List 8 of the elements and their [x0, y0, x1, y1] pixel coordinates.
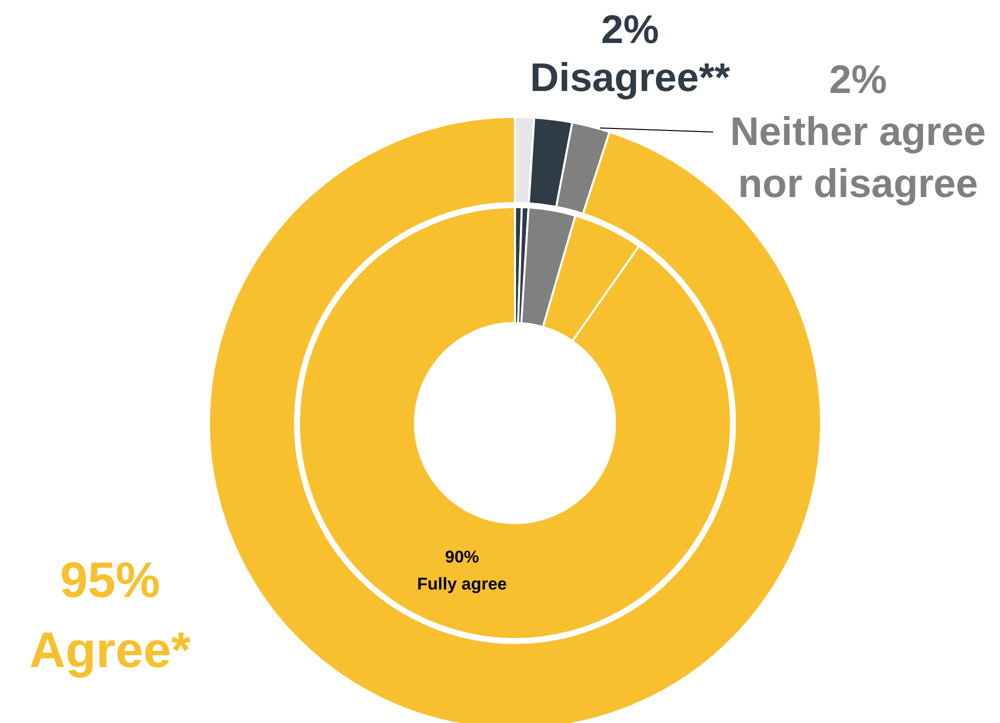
data-label: 95% — [60, 552, 160, 608]
data-label: 2% — [829, 58, 887, 102]
data-label: 2% — [601, 8, 659, 52]
data-label: 90% — [444, 548, 480, 566]
slice-label: Agree* — [29, 622, 192, 678]
slice-label: Disagree** — [530, 56, 730, 100]
slice-label: Fully agree — [417, 574, 507, 594]
slice-label: Neither agree nor disagree — [730, 110, 986, 206]
